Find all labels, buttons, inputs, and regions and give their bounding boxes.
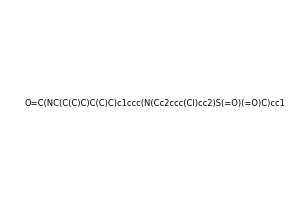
Text: O=C(NC(C(C)C)C(C)C)c1ccc(N(Cc2ccc(Cl)cc2)S(=O)(=O)C)cc1: O=C(NC(C(C)C)C(C)C)c1ccc(N(Cc2ccc(Cl)cc2… [24, 99, 285, 108]
